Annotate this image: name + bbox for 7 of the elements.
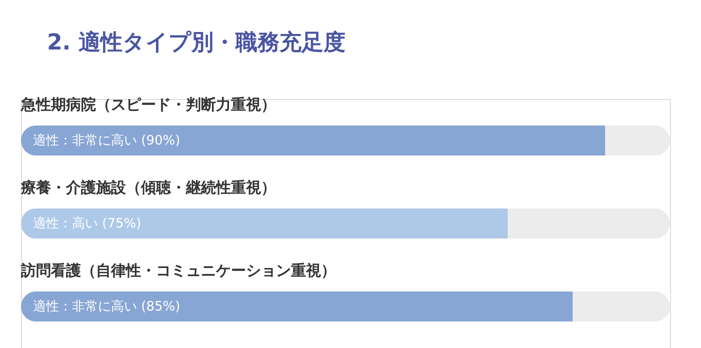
chart-title: 2. 適性タイプ別・職務充足度 — [47, 30, 346, 56]
data-label: 適性：非常に高い (90%) — [33, 132, 180, 148]
y-tick-label: 療養・介護施設（傾聴・継続性重視） — [20, 178, 276, 196]
data-label: 適性：高い (75%) — [33, 216, 142, 232]
y-tick-label: 急性期病院（スピード・判断力重視） — [20, 96, 276, 114]
data-label: 適性：非常に高い (85%) — [33, 298, 180, 314]
y-tick-label: 訪問看護（自律性・コミュニケーション重視） — [20, 262, 336, 280]
